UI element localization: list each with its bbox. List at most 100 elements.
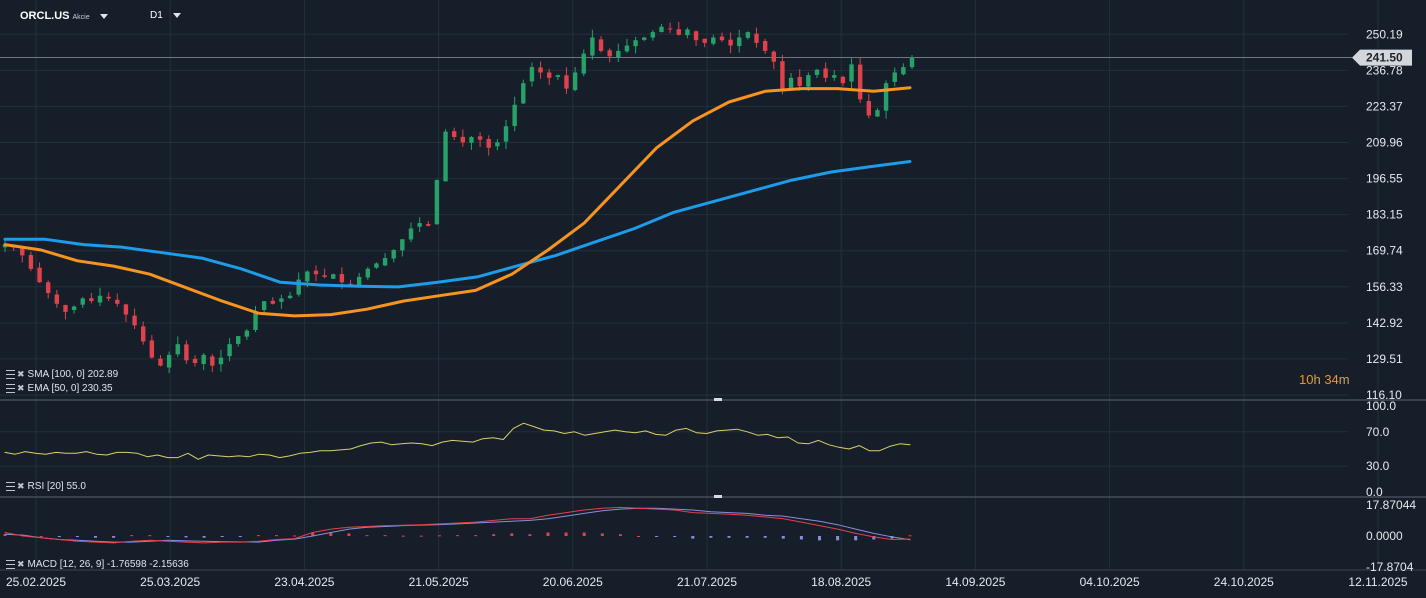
price-axis-label: 156.33: [1366, 280, 1403, 294]
candle: [572, 72, 578, 90]
macd-line: [4, 506, 911, 544]
candle: [745, 32, 751, 38]
candle: [408, 228, 414, 240]
candle: [166, 354, 172, 368]
bar-countdown: 10h 34m: [1299, 372, 1350, 387]
price-axis-label: 116.10: [1366, 388, 1402, 402]
macd-histogram-bar: [582, 532, 586, 537]
macd-histogram-bar: [419, 535, 423, 537]
symbol-label: ORCL.US: [20, 10, 70, 22]
macd-histogram-bar: [437, 535, 441, 537]
candle: [762, 40, 768, 51]
timeframe-label: D1: [150, 10, 163, 21]
candle: [840, 76, 846, 84]
x-tick-label: 12.11.2025: [1348, 575, 1407, 589]
candle: [460, 136, 466, 143]
last-price-marker: [1352, 49, 1412, 66]
macd-histogram-bar: [401, 535, 405, 537]
settings-icon[interactable]: [6, 383, 15, 393]
close-icon[interactable]: ✖: [17, 383, 25, 393]
macd-histogram-bar: [510, 533, 514, 536]
candle: [607, 50, 612, 57]
macd-signal-line: [4, 507, 911, 543]
candle: [331, 274, 336, 279]
candle: [503, 126, 509, 142]
settings-icon[interactable]: [6, 369, 15, 379]
rsi-axis-label: 0.0: [1366, 485, 1383, 499]
macd-histogram-bar: [293, 535, 297, 537]
candle: [633, 40, 638, 47]
candle: [486, 138, 491, 148]
macd-histogram-bar: [872, 536, 876, 540]
timeframe-selector[interactable]: D1: [150, 10, 181, 21]
candle: [141, 326, 146, 342]
candle: [771, 51, 776, 62]
macd-histogram-bar: [238, 536, 242, 538]
close-icon[interactable]: ✖: [17, 369, 25, 379]
price-axis-label: 129.51: [1366, 352, 1403, 366]
sma-line: [3, 160, 912, 289]
candle: [883, 83, 889, 111]
candle: [244, 330, 250, 337]
candle: [192, 358, 198, 363]
candle: [89, 298, 94, 302]
candle: [253, 311, 258, 330]
ema-line: [3, 86, 912, 318]
candle: [270, 300, 275, 304]
close-icon[interactable]: ✖: [17, 559, 25, 569]
candle: [227, 344, 232, 357]
candle: [426, 224, 431, 226]
pane-resize-handle: [714, 398, 722, 401]
candle: [261, 301, 267, 311]
candle: [305, 271, 310, 282]
candle: [123, 304, 129, 315]
price-axis-label: 183.15: [1366, 208, 1403, 222]
rsi-axis-label: 70.0: [1366, 425, 1390, 439]
instrument-type-label: Akcie: [72, 14, 90, 21]
price-axis-label: 196.55: [1366, 172, 1403, 186]
settings-icon[interactable]: [6, 559, 15, 569]
candle: [115, 299, 120, 304]
candle: [63, 305, 68, 312]
candle: [857, 64, 863, 100]
symbol-selector[interactable]: ORCL.US Akcie: [20, 10, 108, 22]
candle: [823, 68, 828, 78]
close-icon[interactable]: ✖: [17, 481, 25, 491]
candle: [780, 61, 785, 89]
macd-histogram-bar: [637, 536, 640, 538]
macd-axis-label: 0.0000: [1366, 529, 1403, 543]
macd-histogram-bar: [763, 536, 767, 538]
candle: [80, 298, 85, 305]
macd-histogram-bar: [564, 532, 568, 537]
candle: [909, 57, 915, 68]
candle: [400, 239, 405, 251]
candle: [754, 33, 759, 43]
candle: [581, 53, 586, 74]
macd-histogram-bar: [256, 535, 260, 537]
candle: [555, 75, 561, 77]
candle: [356, 276, 362, 286]
x-tick-label: 25.02.2025: [6, 575, 66, 589]
candle: [711, 37, 716, 44]
macd-histogram-bar: [112, 536, 116, 538]
price-axis-label: 250.19: [1366, 27, 1403, 41]
candle: [797, 76, 802, 86]
macd-histogram-bar: [456, 535, 459, 537]
price-axis-label: 142.92: [1366, 316, 1403, 330]
candle: [849, 64, 854, 82]
macd-histogram-bar: [130, 535, 134, 537]
macd-histogram-bar: [600, 533, 604, 536]
candle: [728, 39, 733, 46]
candle: [598, 39, 604, 51]
macd-histogram-bar: [39, 536, 43, 538]
candle: [875, 110, 880, 117]
candle: [71, 306, 77, 310]
settings-icon[interactable]: [6, 481, 15, 491]
candle: [659, 26, 664, 33]
candle: [547, 72, 552, 78]
candle: [37, 267, 42, 283]
candle: [892, 72, 897, 82]
candle: [719, 36, 725, 41]
rsi-line: [4, 422, 911, 460]
